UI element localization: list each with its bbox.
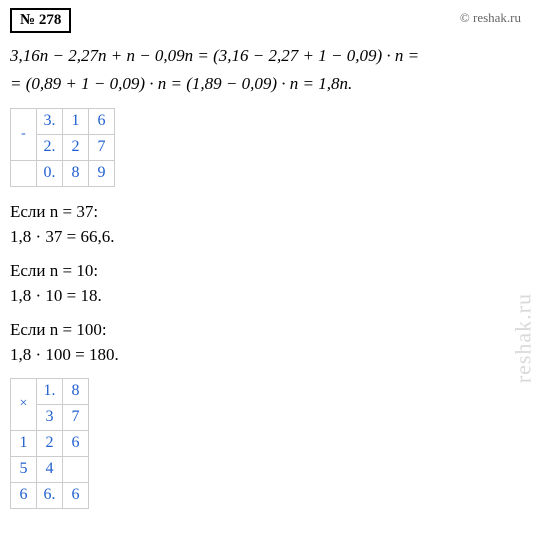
cell: 6. [37,482,63,508]
cell: 9 [89,160,115,186]
cell: 4 [37,456,63,482]
table-row: - 3. 1 6 [11,108,115,134]
cell: 6 [63,430,89,456]
case-3: Если n = 100: 1,8 · 100 = 180. [10,317,523,368]
simplify-line-2: = (0,89 + 1 − 0,09) · n = (1,89 − 0,09) … [10,71,523,97]
cell: 2 [63,134,89,160]
cell: 3. [37,108,63,134]
cell: 1. [37,378,63,404]
cell: 1 [11,430,37,456]
table-row: 0. 8 9 [11,160,115,186]
cell: 7 [63,404,89,430]
cell: 7 [89,134,115,160]
case-condition: Если n = 10: [10,258,523,284]
times-sign: × [11,378,37,430]
cell: 8 [63,160,89,186]
cell: 0. [37,160,63,186]
case-condition: Если n = 37: [10,199,523,225]
cell: 3 [37,404,63,430]
cell: 2 [37,430,63,456]
case-result: 1,8 · 37 = 66,6. [10,224,523,250]
watermark-side: reshak.ru [510,293,533,383]
problem-number-badge: № 278 [10,8,71,33]
watermark-top: © reshak.ru [460,10,521,26]
table-row: 6 6. 6 [11,482,89,508]
cell: 5 [11,456,37,482]
minus-sign: - [11,108,37,160]
simplify-line-1: 3,16n − 2,27n + n − 0,09n = (3,16 − 2,27… [10,43,523,69]
case-2: Если n = 10: 1,8 · 10 = 18. [10,258,523,309]
case-condition: Если n = 100: [10,317,523,343]
cell: 1 [63,108,89,134]
cell [63,456,89,482]
cell: 6 [89,108,115,134]
cell: 6 [11,482,37,508]
table-row: 1 2 6 [11,430,89,456]
multiplication-table: × 1. 8 3 7 1 2 6 5 4 6 6. 6 [10,378,89,509]
cell [11,160,37,186]
case-result: 1,8 · 10 = 18. [10,283,523,309]
table-row: × 1. 8 [11,378,89,404]
cell: 6 [63,482,89,508]
case-result: 1,8 · 100 = 180. [10,342,523,368]
table-row: 5 4 [11,456,89,482]
problem-number: № 278 [20,12,61,28]
cell: 8 [63,378,89,404]
subtraction-table: - 3. 1 6 2. 2 7 0. 8 9 [10,108,115,187]
case-1: Если n = 37: 1,8 · 37 = 66,6. [10,199,523,250]
cell: 2. [37,134,63,160]
